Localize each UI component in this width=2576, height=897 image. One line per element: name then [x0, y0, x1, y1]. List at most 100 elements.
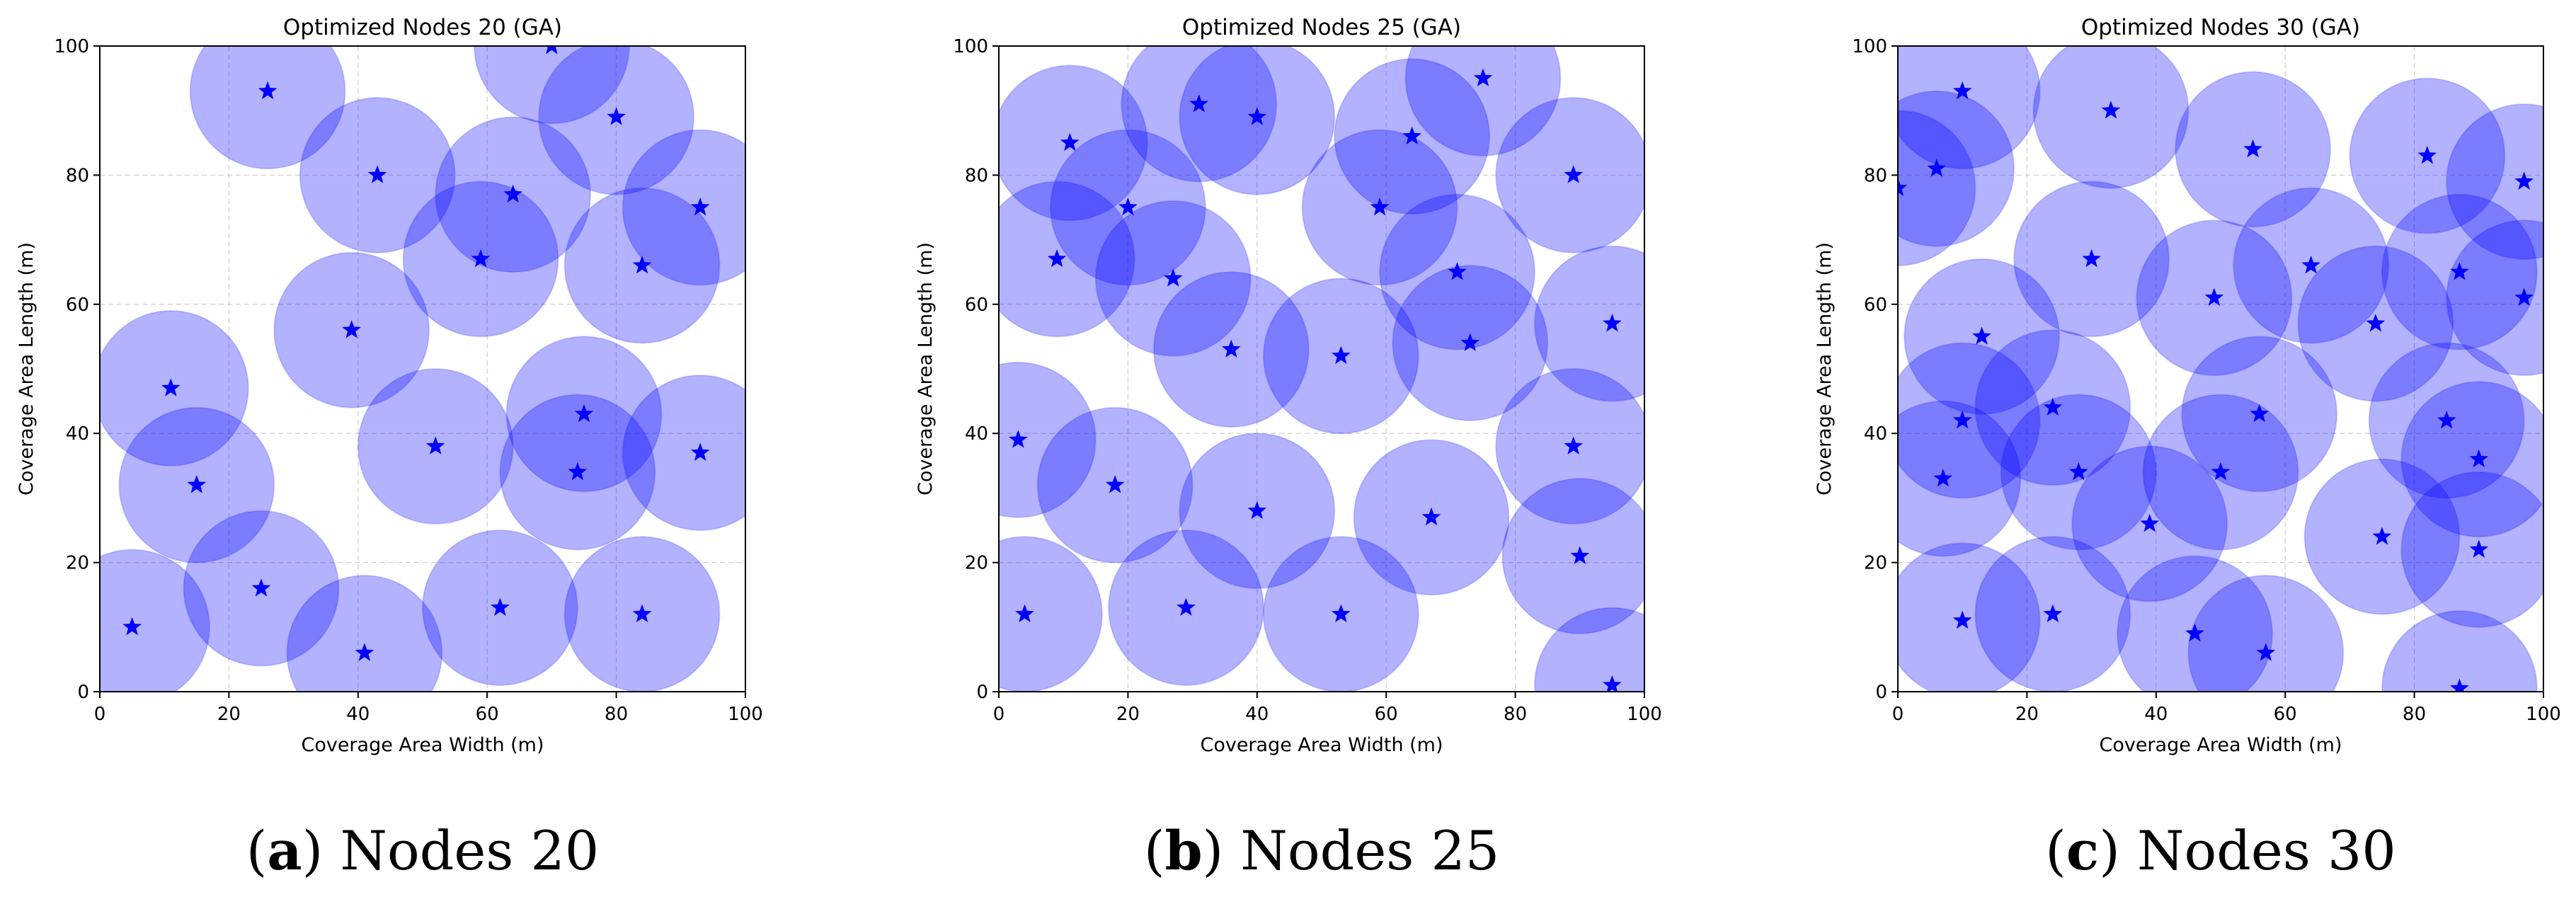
node-star-marker: [2256, 643, 2276, 661]
coverage-circle: [1898, 342, 2041, 499]
node-star-marker: [2250, 404, 2269, 423]
x-tick-label: 40: [346, 704, 370, 725]
coverage-circle: [2400, 381, 2543, 538]
node-star-marker: [342, 320, 361, 338]
node-star-marker: [2069, 462, 2088, 481]
node-star-marker: [1332, 604, 1351, 622]
x-tick-label: 0: [993, 704, 1005, 725]
x-tick-label: 0: [1892, 704, 1904, 725]
x-axis-label: Coverage Area Width (m): [1200, 734, 1443, 756]
node-star-marker: [2140, 513, 2159, 532]
node-star-marker: [2185, 623, 2204, 642]
coverage-circles: [1898, 46, 2543, 692]
y-tick-label: 0: [976, 682, 988, 703]
subfigure-caption: (b) Nodes 25: [1144, 819, 1499, 882]
caption-paren-close: ): [2099, 819, 2137, 882]
node-star-marker: [1564, 436, 1583, 455]
y-tick-label: 80: [66, 165, 89, 186]
caption-paren-open: (: [1144, 819, 1165, 882]
coverage-circle: [1501, 478, 1644, 634]
x-tick-label: 20: [217, 704, 241, 725]
coverage-circle: [1533, 607, 1644, 692]
axes-frame: [99, 45, 746, 692]
node-star-marker: [1247, 501, 1267, 519]
node-star-marker: [2301, 256, 2320, 274]
node-star-marker: [1247, 107, 1267, 125]
chart-title: Optimized Nodes 20 (GA): [283, 15, 562, 40]
x-tick-label: 100: [728, 704, 763, 725]
x-axis-label: Coverage Area Width (m): [301, 734, 544, 756]
node-star-marker: [1047, 248, 1067, 268]
node-star-marker: [355, 643, 374, 661]
node-star-marker: [258, 81, 277, 100]
node-star-marker: [1460, 333, 1480, 351]
node-star-marker: [1570, 546, 1590, 564]
y-tick-label: 60: [965, 295, 988, 316]
y-tick-label: 20: [1864, 553, 1887, 574]
node-star-marker: [2082, 248, 2101, 268]
node-star-marker: [632, 604, 652, 622]
node-star-marker: [690, 198, 710, 216]
y-tick-label: 40: [66, 423, 89, 445]
chart-panel-2: 0 20 40 60 80 100 0 20 40 60 80 100 Optimized Nodes …: [915, 15, 1662, 882]
coverage-circle: [2032, 46, 2189, 189]
coverage-circle: [1898, 90, 2015, 247]
x-tick-label: 20: [1116, 704, 1140, 725]
y-tick-label: 20: [66, 553, 89, 574]
node-star-marker: [161, 378, 181, 396]
x-tick-label: 80: [605, 704, 628, 725]
axes-frame: [998, 45, 1645, 692]
node-star-marker: [1009, 430, 1028, 448]
y-tick-label: 60: [1864, 295, 1887, 316]
node-star-marker: [1118, 198, 1138, 216]
node-star-marker: [1060, 132, 1080, 152]
y-tick-label: 20: [965, 553, 988, 574]
node-star-marker: [1015, 604, 1034, 622]
y-axis-label: Coverage Area Length (m): [1814, 242, 1836, 496]
node-star-marker: [690, 442, 710, 461]
coverage-circle: [2187, 574, 2345, 692]
caption-paren-open: (: [246, 819, 268, 882]
x-tick-label: 60: [476, 704, 499, 725]
node-star-marker: [1473, 68, 1493, 86]
y-tick-label: 80: [1864, 165, 1887, 186]
node-star-marker: [546, 46, 558, 55]
chart-title: Optimized Nodes 25 (GA): [1182, 15, 1461, 40]
chart-title: Optimized Nodes 30 (GA): [2081, 15, 2360, 40]
coverage-circle: [1898, 46, 2041, 170]
x-tick-label: 20: [2015, 704, 2039, 725]
coverage-circle: [473, 46, 630, 125]
node-star-marker: [1163, 268, 1183, 287]
caption-paren-open: (: [2045, 819, 2066, 882]
x-tick-label: 100: [2526, 704, 2561, 725]
node-star-marker: [568, 462, 588, 481]
node-star-marker: [1370, 198, 1390, 216]
x-axis-label: Coverage Area Width (m): [2099, 734, 2342, 756]
coverage-circle: [999, 536, 1103, 692]
node-star-marker: [2450, 262, 2469, 280]
node-star-marker: [2514, 287, 2534, 307]
x-tick-label: 80: [1504, 704, 1527, 725]
node-star-marker: [1603, 675, 1622, 692]
node-star-marker: [2437, 410, 2456, 429]
node-star-marker: [1189, 94, 1209, 113]
coverage-circle: [286, 574, 443, 692]
node-star-marker: [425, 436, 445, 455]
x-tick-label: 80: [2403, 704, 2426, 725]
y-tick-label: 60: [66, 295, 89, 316]
caption-text: Nodes 30: [2137, 819, 2396, 882]
y-tick-label: 0: [1875, 682, 1887, 703]
y-tick-label: 100: [54, 36, 89, 57]
coverage-circle: [999, 181, 1135, 338]
chart-panel-3: 0 20 40 60 80 100 0 20 40 60 80 100 Optimized Nodes …: [1814, 15, 2561, 882]
node-star-marker: [2204, 287, 2224, 307]
node-star-marker: [1105, 475, 1125, 493]
y-axis-label: Coverage Area Length (m): [16, 242, 38, 496]
coverage-circles: [100, 46, 745, 692]
x-tick-label: 40: [1245, 704, 1269, 725]
axes-frame: [1897, 45, 2544, 692]
y-tick-label: 40: [965, 423, 988, 445]
node-star-marker: [1603, 314, 1622, 332]
node-star-marker: [1402, 126, 1421, 145]
